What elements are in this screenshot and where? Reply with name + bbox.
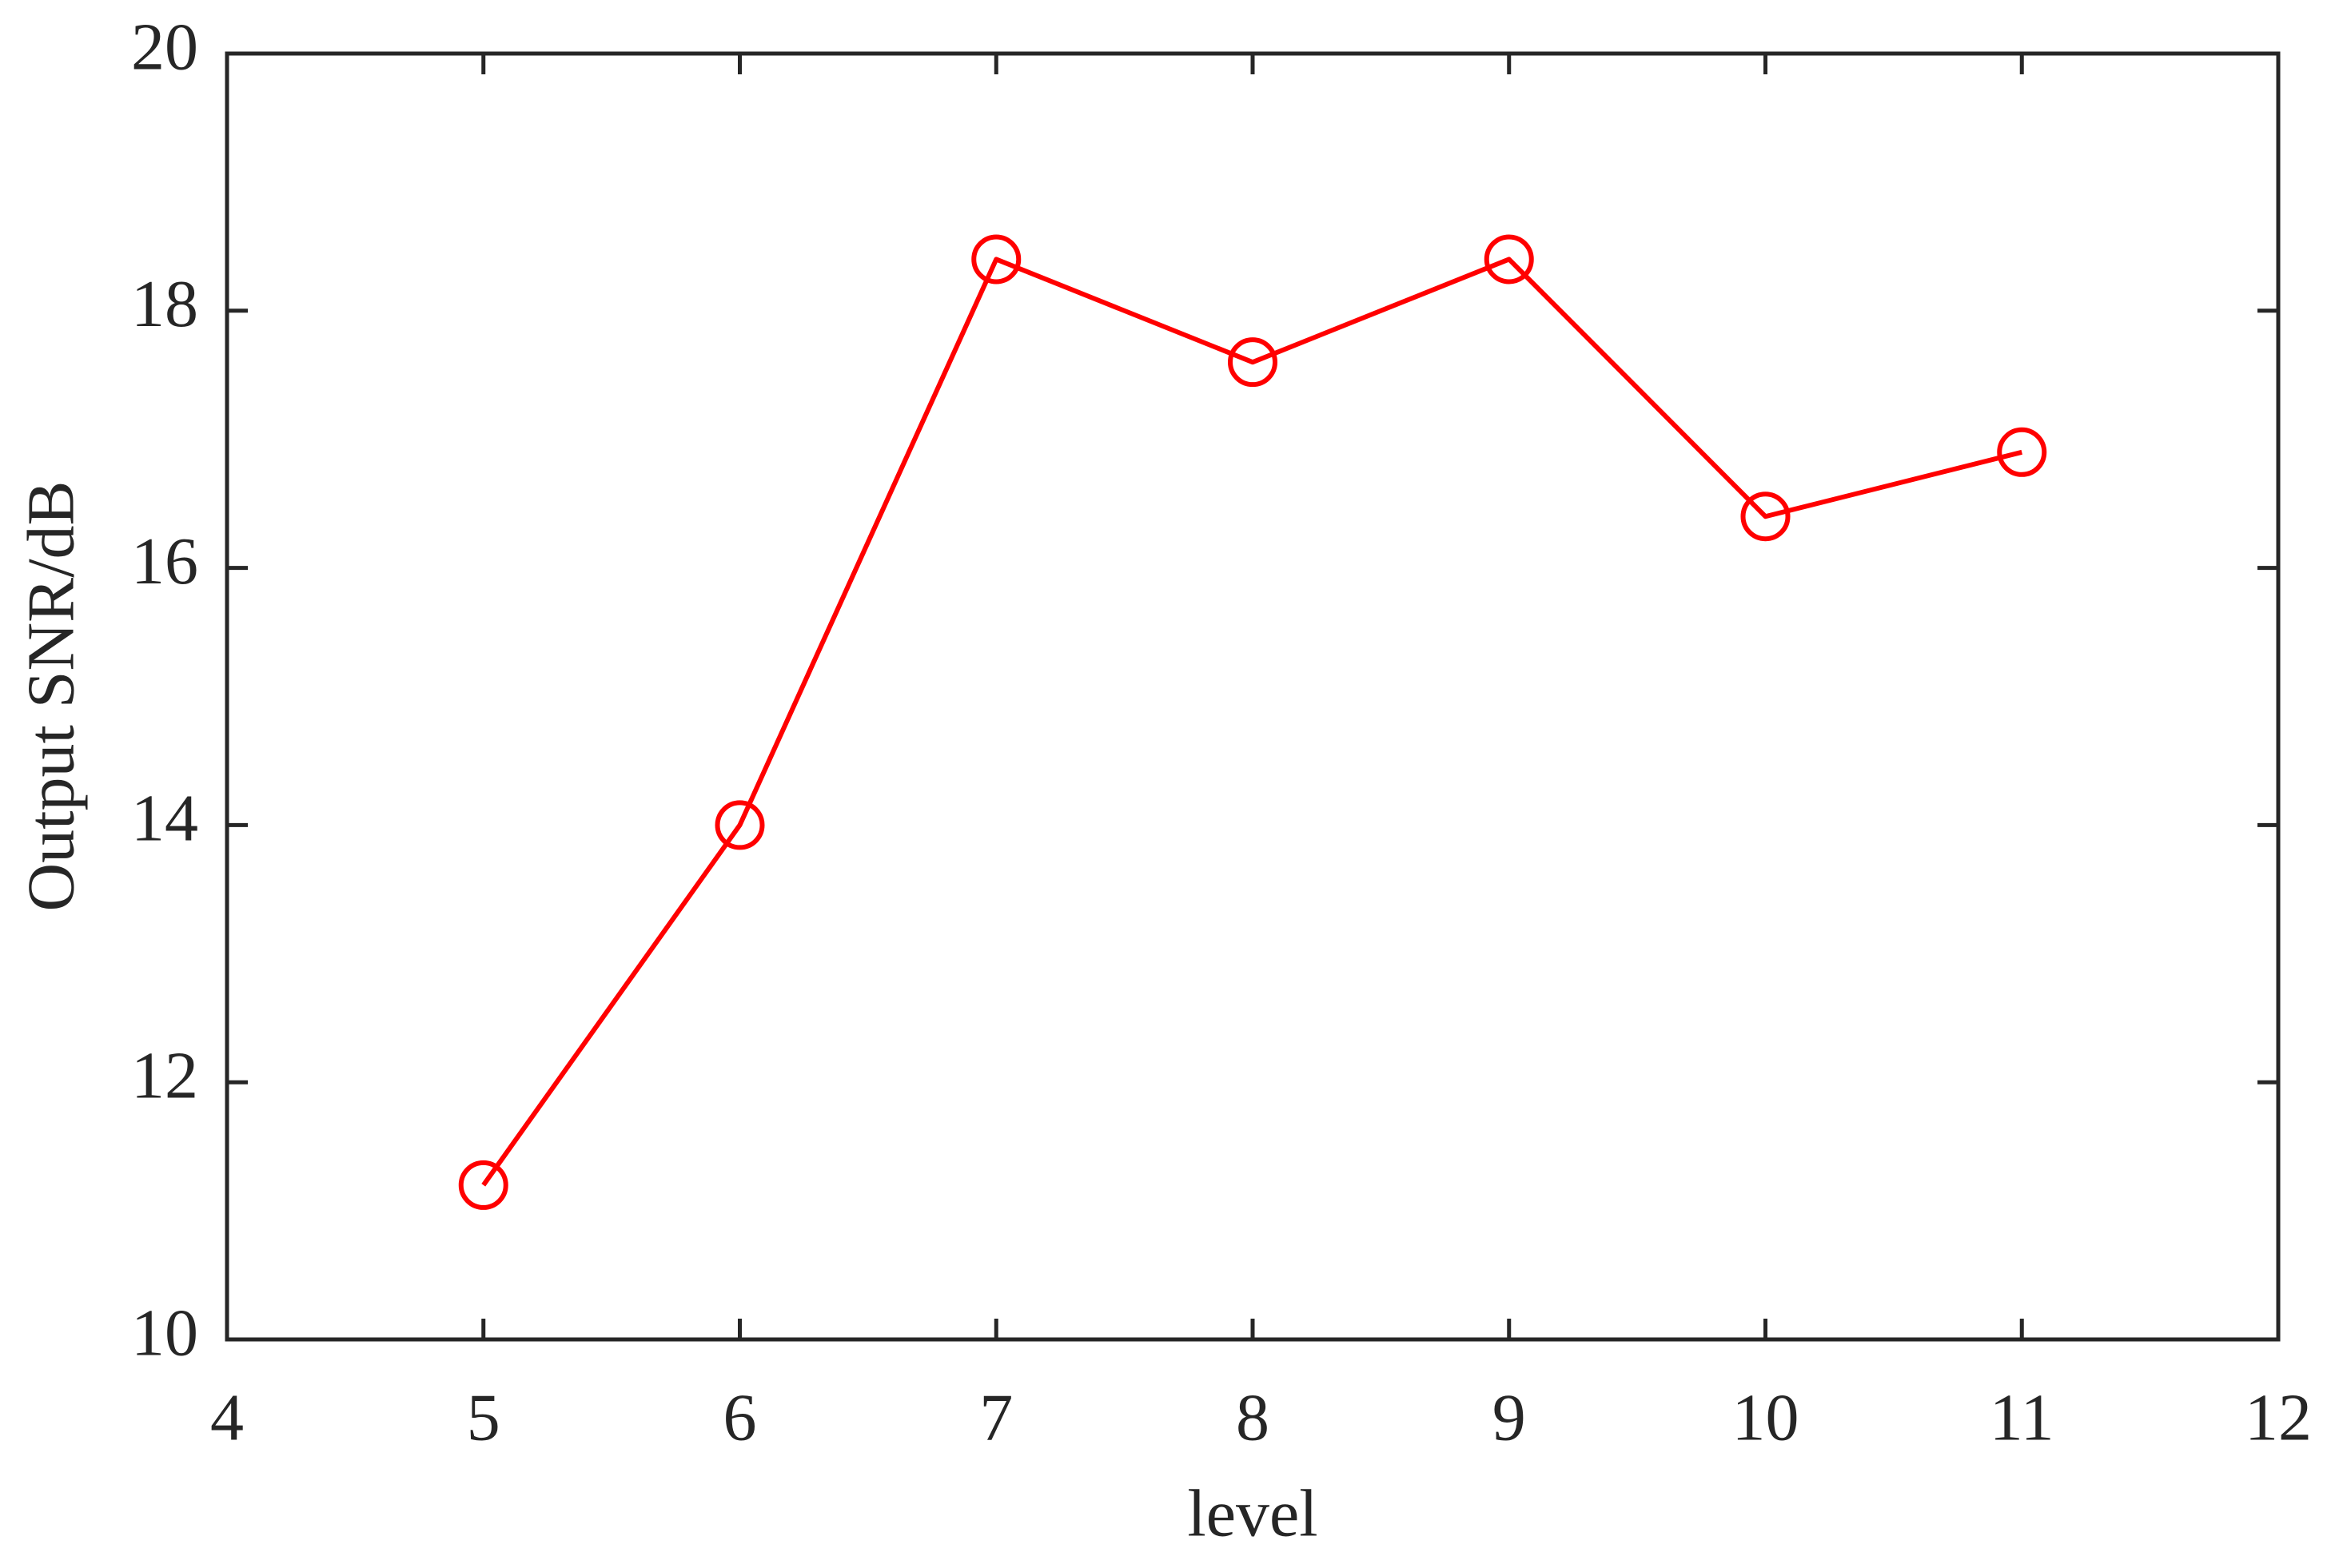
- y-tick-label: 20: [131, 10, 198, 84]
- marker: [715, 800, 765, 850]
- marker: [1484, 234, 1534, 285]
- y-tick-label: 14: [131, 782, 198, 856]
- series-line: [481, 257, 2022, 1187]
- x-tick-label: 10: [1732, 1380, 1799, 1455]
- x-tick-label: 9: [1492, 1380, 1526, 1455]
- x-tick-label: 6: [723, 1380, 757, 1455]
- x-tick-label: 11: [1990, 1380, 2054, 1455]
- marker: [1228, 337, 1277, 388]
- axes-box: [225, 51, 2281, 1342]
- plot-area: [227, 54, 2278, 1339]
- marker: [971, 234, 1022, 285]
- y-tick-label: 12: [131, 1038, 198, 1112]
- y-axis-label: Output SNR/dB: [14, 480, 88, 911]
- y-tick-label: 18: [131, 267, 198, 341]
- x-tick-label: 7: [979, 1380, 1013, 1455]
- marker: [458, 1160, 508, 1210]
- marker: [1997, 427, 2047, 477]
- marker: [1740, 491, 1791, 542]
- x-tick-label: 8: [1236, 1380, 1269, 1455]
- y-tick-label: 16: [131, 524, 198, 599]
- y-tick-label: 10: [131, 1295, 198, 1370]
- x-axis-label: level: [1187, 1476, 1317, 1550]
- x-tick-label: 4: [210, 1380, 244, 1455]
- x-tick-label: 12: [2245, 1380, 2312, 1455]
- x-tick-label: 5: [467, 1380, 500, 1455]
